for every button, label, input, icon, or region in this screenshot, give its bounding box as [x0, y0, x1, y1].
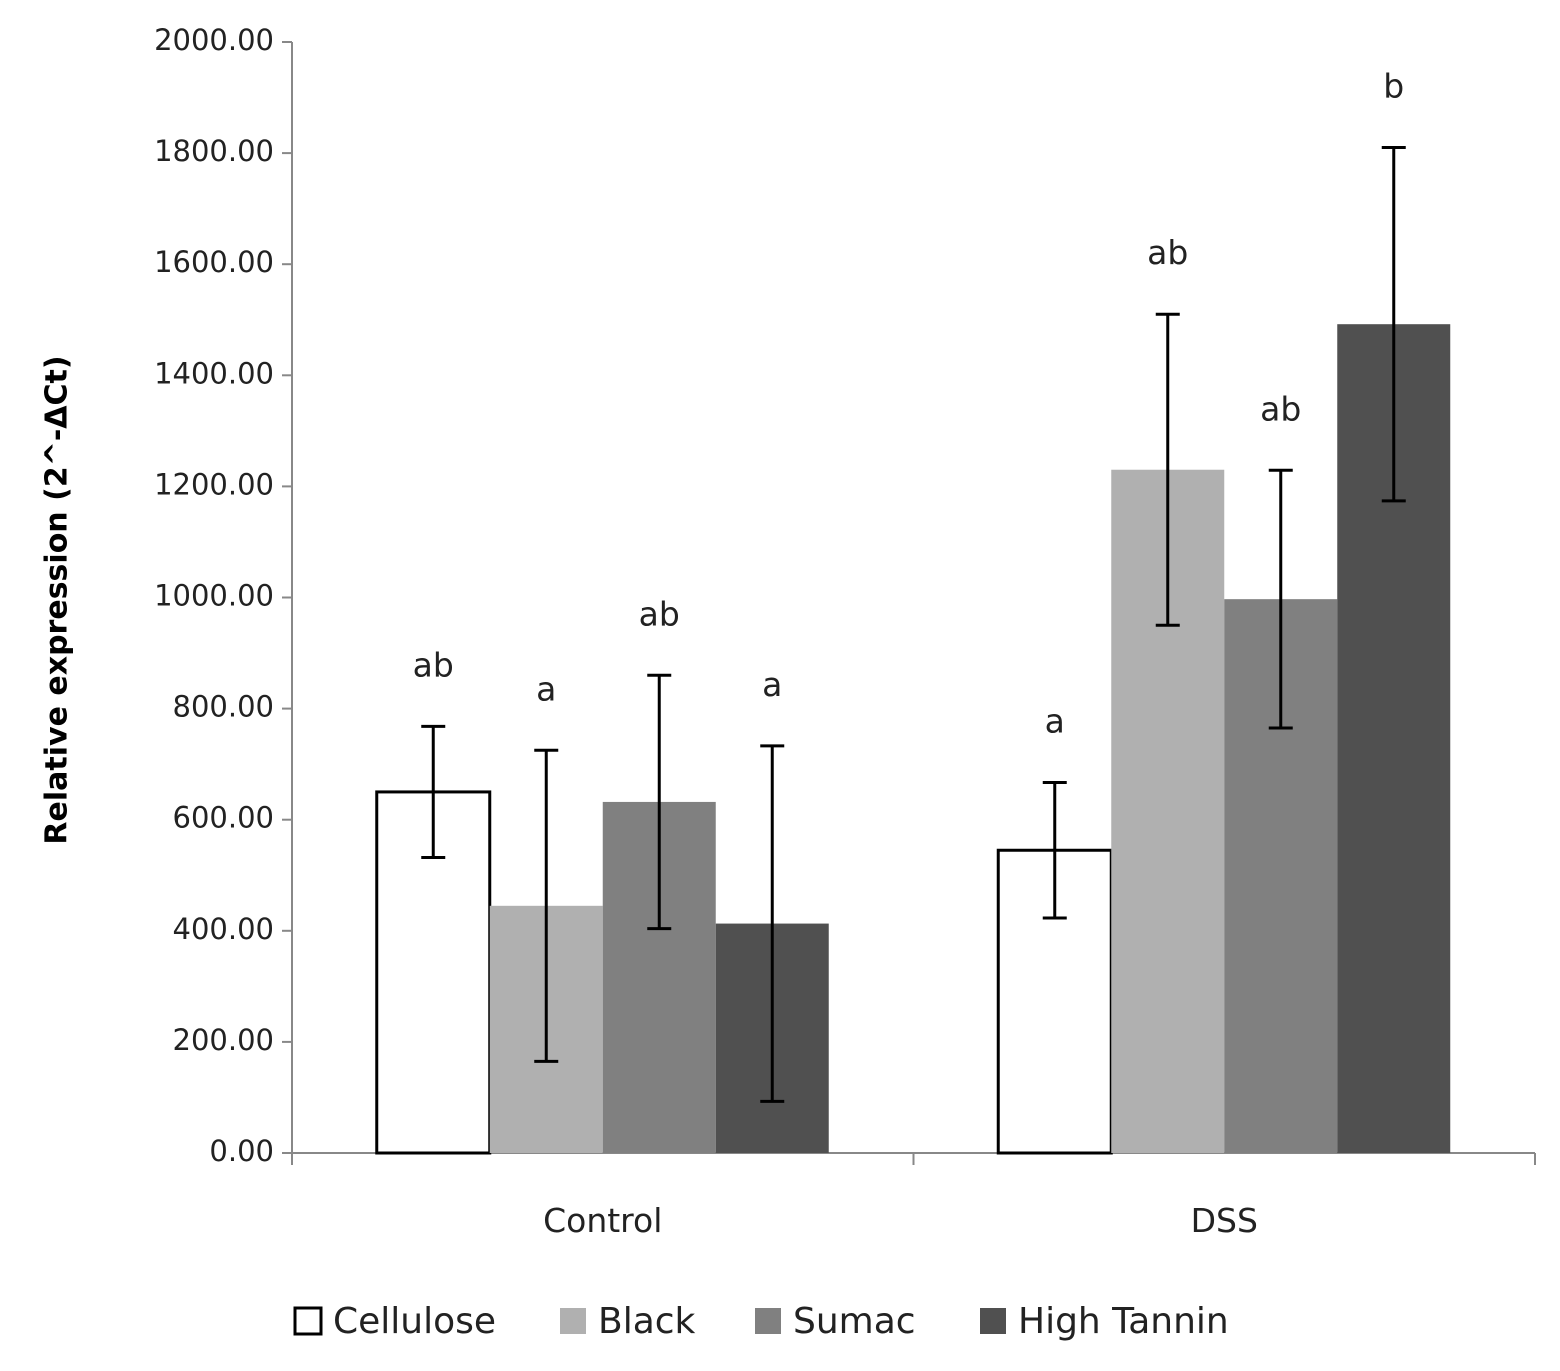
labels: Control ab a ab a DSS a ab ab b	[413, 67, 1405, 1240]
legend-label: Cellulose	[333, 1301, 496, 1342]
y-axis-label: Relative expression (2^-ΔCt)	[40, 355, 75, 844]
legend-label: Sumac	[793, 1301, 916, 1342]
legend-swatch	[560, 1308, 586, 1334]
significance-label: ab	[1260, 389, 1301, 428]
significance-label: a	[536, 669, 556, 708]
significance-label: ab	[639, 594, 680, 633]
legend-swatch	[755, 1308, 781, 1334]
legend-label: High Tannin	[1018, 1301, 1229, 1342]
significance-label: ab	[1147, 233, 1188, 272]
axes: 0.00 200.00 400.00 600.00 800.00 1000.00 1200.…	[154, 23, 1536, 1168]
category-label: DSS	[1191, 1201, 1258, 1240]
significance-label: ab	[413, 645, 454, 684]
bars	[375, 146, 1451, 1155]
legend-swatch	[293, 1306, 323, 1336]
significance-label: b	[1383, 67, 1404, 106]
significance-label: a	[1045, 701, 1065, 740]
y-tick-label: 1000.00	[154, 579, 274, 613]
legend-label: Black	[598, 1301, 696, 1342]
legend: Cellulose Black Sumac High Tannin	[293, 1301, 1229, 1342]
y-tick-label: 600.00	[173, 801, 274, 835]
significance-label: a	[762, 665, 782, 704]
y-tick-label: 1800.00	[154, 134, 274, 168]
y-tick-label: 0.00	[209, 1134, 274, 1168]
category-label: Control	[543, 1201, 662, 1240]
y-tick-label: 200.00	[173, 1023, 274, 1057]
y-tick-label: 1400.00	[154, 356, 274, 390]
y-tick-label: 1200.00	[154, 467, 274, 501]
y-tick-label: 400.00	[173, 912, 274, 946]
y-tick-label: 800.00	[173, 690, 274, 724]
legend-swatch	[980, 1308, 1006, 1334]
y-tick-label: 2000.00	[154, 23, 274, 57]
y-tick-label: 1600.00	[154, 245, 274, 279]
